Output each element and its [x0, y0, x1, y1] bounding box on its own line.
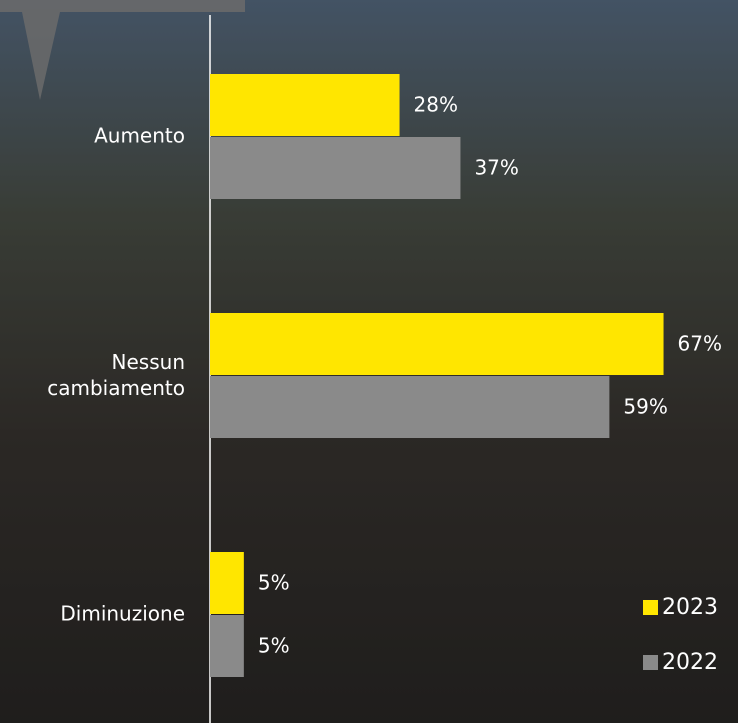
- legend-label: 2022: [662, 650, 718, 675]
- bar: [210, 552, 244, 614]
- legend-swatch: [643, 600, 658, 615]
- banner-tab: [0, 0, 245, 100]
- bar: [210, 313, 664, 375]
- bar: [210, 137, 461, 199]
- value-label: 37%: [474, 156, 518, 180]
- value-label: 59%: [623, 395, 667, 419]
- value-label: 5%: [258, 571, 290, 595]
- legend-swatch: [643, 655, 658, 670]
- category-label: Nessun cambiamento: [47, 350, 185, 400]
- value-label: 67%: [678, 332, 722, 356]
- bar: [210, 74, 400, 136]
- bar: [210, 615, 244, 677]
- value-label: 28%: [414, 93, 458, 117]
- value-label: 5%: [258, 634, 290, 658]
- category-label: Aumento: [94, 124, 185, 148]
- legend-label: 2023: [662, 595, 718, 620]
- category-label: Diminuzione: [60, 602, 185, 626]
- bar: [210, 376, 610, 438]
